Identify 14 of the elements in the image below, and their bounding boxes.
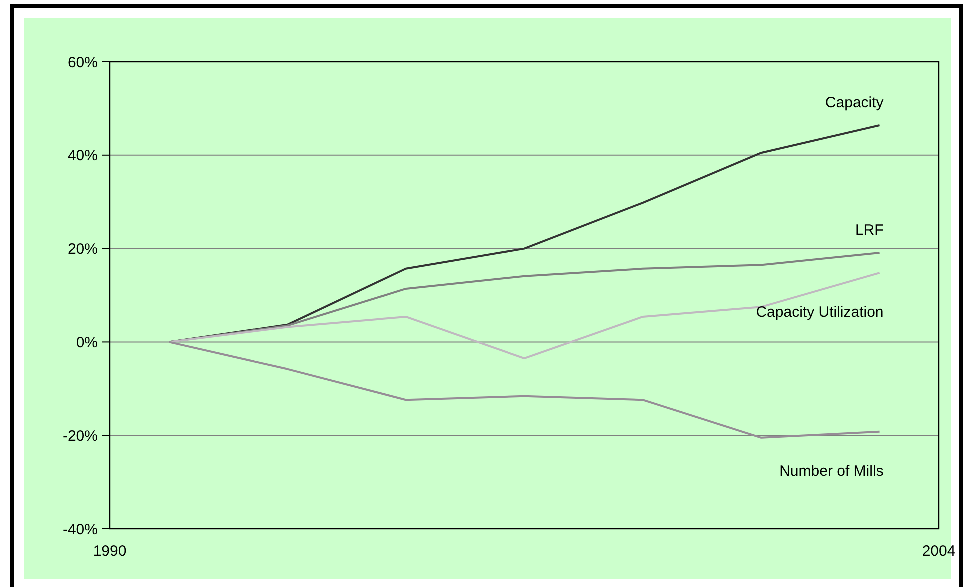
y-tick-label: 60% [68, 54, 98, 72]
x-tick-label: 1990 [93, 543, 127, 560]
y-tick-label: 0% [76, 334, 98, 352]
series-label: Capacity [825, 94, 884, 112]
y-tick-label: 40% [68, 148, 98, 165]
x-tick-label: 2004 [922, 543, 956, 560]
series-label: Number of Mills [780, 462, 884, 480]
line-series [168, 272, 881, 360]
line-series [168, 341, 881, 439]
y-tick-label: -40% [62, 521, 98, 538]
series-label: LRF [855, 222, 884, 240]
y-tick-label: 20% [68, 241, 98, 258]
series-label: Capacity Utilization [756, 304, 884, 322]
y-tick-label: -20% [62, 428, 98, 445]
